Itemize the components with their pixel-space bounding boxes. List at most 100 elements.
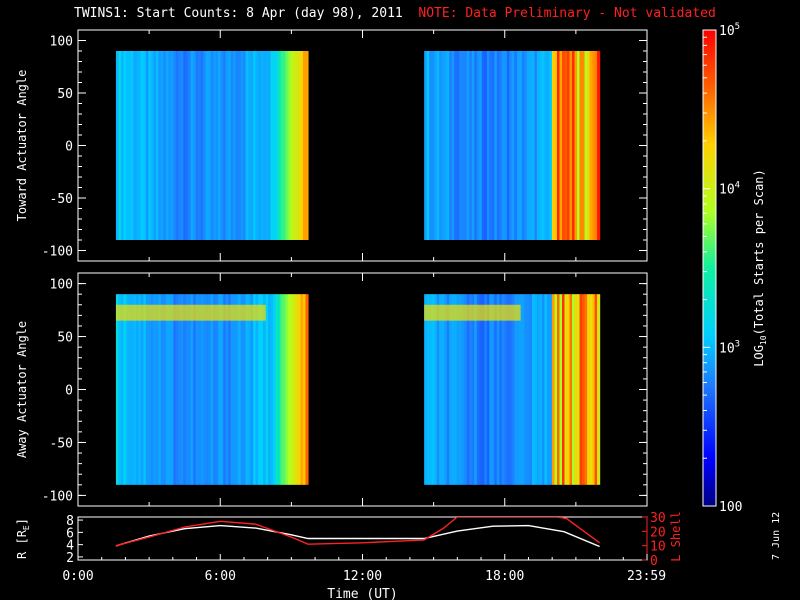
- heatmap-column: [549, 294, 553, 485]
- heatmap-column: [260, 294, 264, 485]
- heatmap-column: [208, 51, 212, 240]
- heatmap-column: [569, 51, 573, 240]
- heatmap-column: [582, 51, 586, 240]
- heatmap-column: [240, 51, 244, 240]
- tick-base: 100: [719, 500, 742, 515]
- heatmap-column: [133, 51, 137, 240]
- heatmap-column: [180, 51, 184, 240]
- heatmap-column: [140, 294, 144, 485]
- heatmap-column: [461, 51, 465, 240]
- heatmap-column: [577, 51, 581, 240]
- heatmap-column: [459, 51, 463, 240]
- heatmap-column: [504, 294, 508, 485]
- label-part: R [R: [15, 529, 29, 559]
- heatmap-column: [203, 294, 207, 485]
- heatmap-column: [554, 294, 558, 485]
- heatmap-column: [439, 294, 443, 485]
- heatmap-column: [516, 51, 520, 240]
- heatmap-column: [454, 51, 458, 240]
- heatmap-column: [190, 51, 194, 240]
- heatmap-column: [265, 51, 269, 240]
- heatmap-column: [183, 51, 187, 240]
- heatmap-column: [431, 294, 435, 485]
- heatmap-column: [143, 51, 147, 240]
- heatmap-column: [491, 294, 495, 485]
- heatmap-column: [441, 294, 445, 485]
- heatmap-column: [426, 294, 430, 485]
- y-axis-label-left: R [RE]: [15, 518, 31, 559]
- heatmap-column: [579, 51, 583, 240]
- heatmap-column: [476, 51, 480, 240]
- heatmap-column: [481, 294, 485, 485]
- heatmap-column: [175, 294, 179, 485]
- heatmap-column: [572, 51, 576, 240]
- heatmap-column: [597, 51, 601, 240]
- heatmap-column: [454, 294, 458, 485]
- heatmap-column: [215, 294, 219, 485]
- heatmap-column: [173, 51, 177, 240]
- heatmap-column: [589, 294, 593, 485]
- heatmap-column: [494, 294, 498, 485]
- label-sub: E: [22, 525, 31, 530]
- heatmap-column: [506, 294, 510, 485]
- heatmap-column: [426, 51, 430, 240]
- heatmap-column: [250, 51, 254, 240]
- heatmap-column: [501, 294, 505, 485]
- heatmap-column: [235, 294, 239, 485]
- heatmap-column: [290, 294, 294, 485]
- heatmap-column: [464, 294, 468, 485]
- heatmap-column: [574, 51, 578, 240]
- heatmap-column: [268, 294, 272, 485]
- heatmap-column: [509, 294, 513, 485]
- heatmap-column: [185, 51, 189, 240]
- heatmap-column: [160, 294, 164, 485]
- heatmap-column: [424, 51, 428, 240]
- heatmap-column: [499, 294, 503, 485]
- heatmap-column: [524, 294, 528, 485]
- axes-toward: 100 50 0 -50 -100 Toward Actuator Angle: [15, 29, 648, 262]
- heatmap-column: [223, 51, 227, 240]
- heatmap-column: [556, 294, 561, 485]
- heatmap-column: [138, 51, 142, 240]
- y-tick-label: -100: [42, 245, 73, 260]
- heatmap-away-segment-1: [115, 294, 309, 485]
- tick-base: 10: [719, 183, 735, 198]
- heatmap-column: [446, 51, 450, 240]
- y-tick-label: 50: [57, 331, 73, 346]
- heatmap-column: [135, 51, 139, 240]
- heatmap-column: [273, 51, 277, 240]
- title-note: NOTE: Data Preliminary - Not validated: [418, 6, 716, 21]
- heatmap-column: [297, 294, 302, 485]
- x-tick-label: 0:00: [62, 569, 93, 584]
- heatmap-column: [511, 294, 515, 485]
- heatmap-column: [293, 51, 297, 240]
- colorbar-label: LOG10(Total Starts per Scan): [752, 169, 768, 367]
- heatmap-column: [238, 294, 242, 485]
- label-part: ]: [15, 518, 29, 525]
- heatmap-column: [178, 294, 182, 485]
- y-tick-label: -50: [50, 192, 73, 207]
- heatmap-column: [160, 51, 164, 240]
- heatmap-column: [561, 294, 566, 485]
- heatmap-column: [451, 294, 455, 485]
- tick-exp: 3: [735, 339, 740, 349]
- heatmap-column: [170, 51, 174, 240]
- y-tick-label-right: 20: [650, 525, 666, 540]
- heatmap-column: [499, 51, 503, 240]
- heatmap-column: [544, 294, 548, 485]
- heatmap-column: [210, 51, 214, 240]
- y-tick-label: 0: [65, 140, 73, 155]
- y-tick-label: 6: [66, 526, 74, 541]
- heatmap-column: [429, 294, 433, 485]
- heatmap-column: [163, 294, 167, 485]
- heatmap-column: [481, 51, 485, 240]
- title-text: TWINS1: Start Counts: 8 Apr (day 98), 20…: [74, 6, 403, 21]
- heatmap-column: [300, 51, 304, 240]
- heatmap-column: [554, 51, 558, 240]
- heatmap-column: [459, 294, 463, 485]
- heatmap-column: [250, 294, 254, 485]
- heatmap-column: [213, 51, 217, 240]
- heatmap-column: [278, 294, 282, 485]
- y-tick-label: 100: [50, 278, 73, 293]
